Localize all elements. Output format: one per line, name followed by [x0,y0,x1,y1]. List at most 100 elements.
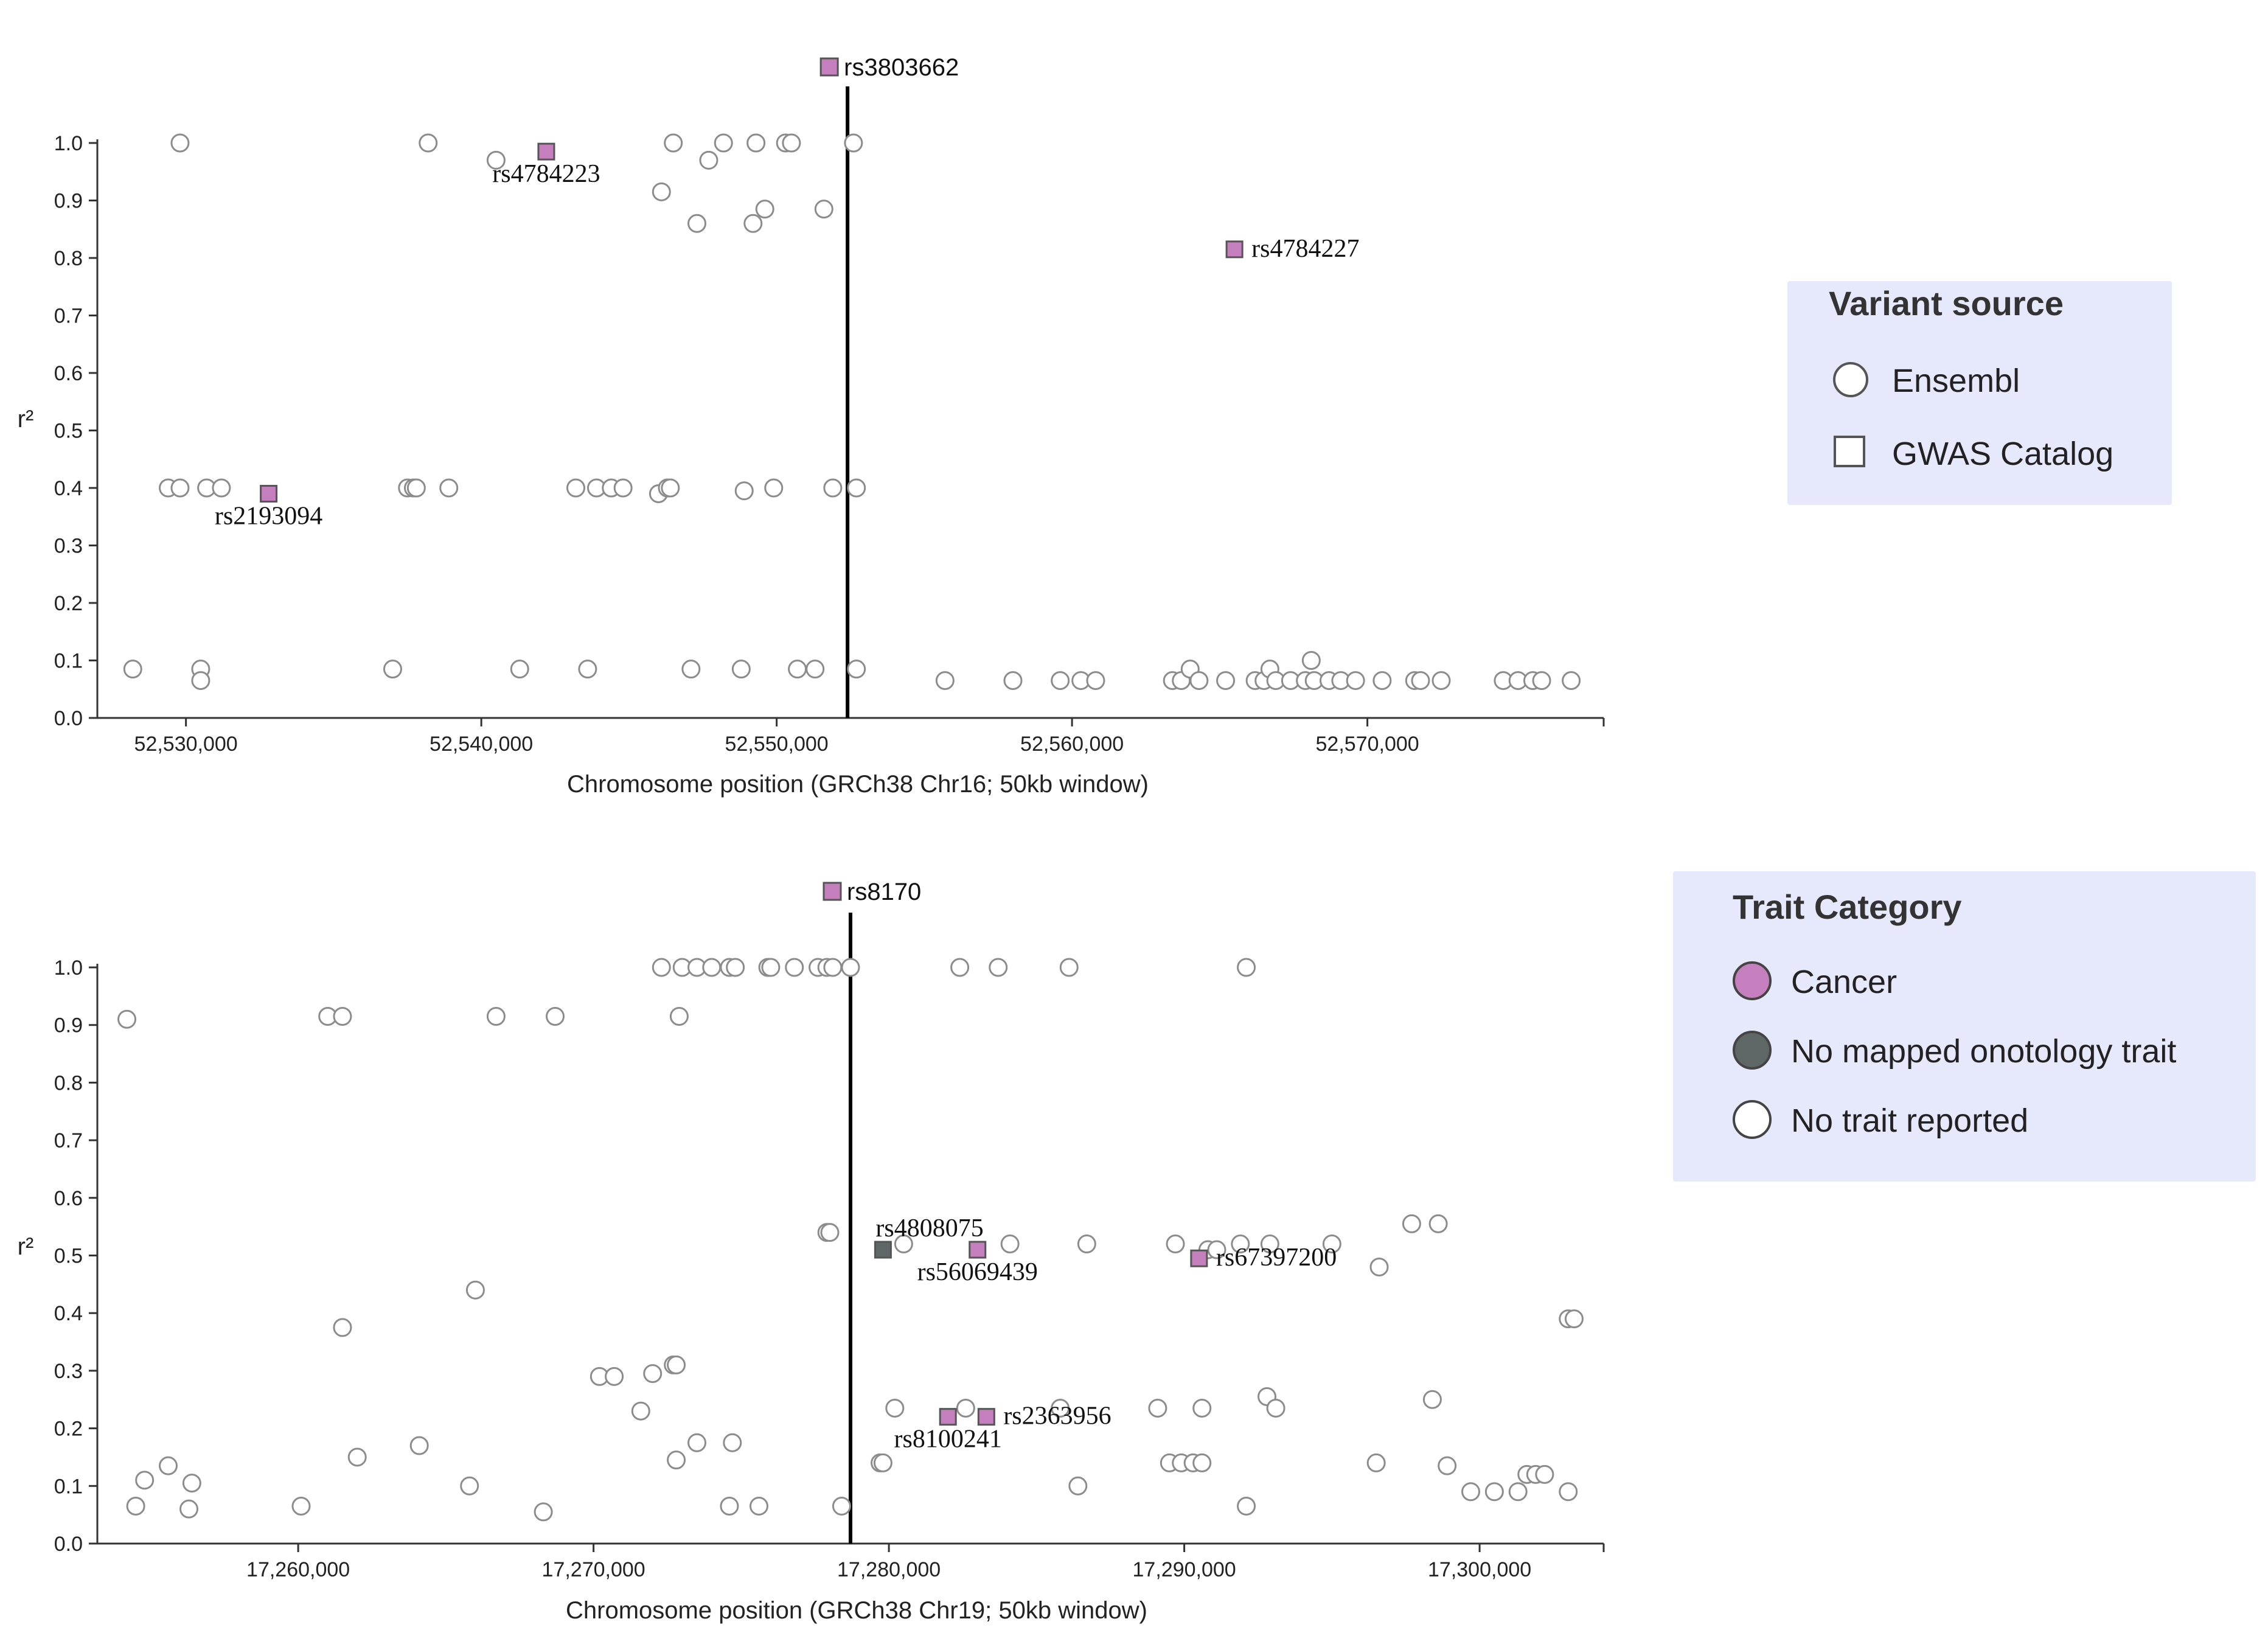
cancer-swatch-icon [1733,961,1772,1000]
x-tick-label: 52,540,000 [430,733,533,756]
gwas-variant-label: rs2363956 [1003,1402,1111,1430]
y-tick-label: 0.2 [54,1418,83,1441]
ensembl-variant-point [731,660,751,679]
x-tick-label: 17,280,000 [837,1558,941,1581]
ensembl-variant-point [486,150,506,170]
y-axis-label: r² [18,1233,34,1260]
y-axis-label: r² [18,406,34,433]
ensembl-variant-point [1059,958,1079,977]
ensembl-variant-point [439,478,459,498]
ensembl-variant-point [383,660,402,679]
ensembl-variant-point [823,958,843,977]
y-tick-label: 0.7 [54,1129,83,1152]
ensembl-variant-point [347,1447,367,1467]
ensembl-variant-point [1051,671,1070,691]
legend-item-no-trait: No trait reported [1791,1102,2028,1139]
ensembl-variant-point [667,1355,686,1374]
ensembl-variant-point [460,1476,479,1496]
y-tick-label: 0.4 [54,477,83,500]
ensembl-variant-point [814,200,833,219]
y-tick-label: 0.5 [54,420,83,443]
y-tick-label: 0.5 [54,1245,83,1268]
ensembl-variant-point [1301,651,1321,670]
ensembl-variant-point [785,958,804,977]
gwas-variant-label: rs4784223 [492,160,600,188]
ensembl-variant-point [1077,1234,1096,1254]
gwas-catalog-square-icon [1834,436,1865,467]
ensembl-variant-point [764,478,784,498]
y-tick-label: 0.2 [54,592,83,615]
ensembl-variant-point [1535,1464,1554,1484]
ensembl-variant-point [720,1496,739,1516]
lead-snp-label: rs3803662 [844,54,959,81]
ensembl-variant-point [465,1280,485,1300]
ensembl-variant-point [956,1398,975,1418]
ensembl-variant-point [1484,1482,1504,1502]
ensembl-variant-point [1192,1398,1212,1418]
ensembl-variant-point [652,182,671,201]
ensembl-variant-point [191,671,210,691]
ensembl-variant-point [1216,671,1236,691]
ensembl-variant-point [661,478,680,498]
y-tick-label: 0.3 [54,535,83,558]
y-tick-label: 0.8 [54,247,83,270]
ensembl-variant-point [1346,671,1365,691]
gwas-variant-point [260,484,278,503]
ensembl-variant-point [1431,671,1451,691]
ensembl-variant-point [510,660,529,679]
ensembl-variant-point [643,1364,663,1384]
y-tick-label: 0.9 [54,1014,83,1037]
ensembl-variant-point [714,133,733,153]
ensembl-variant-point [546,1006,565,1026]
variant-source-legend: Variant source Ensembl GWAS Catalog [1787,281,2172,505]
gwas-variant-label: rs8100241 [894,1426,1002,1454]
ensembl-variant-point [170,133,190,153]
ensembl-variant-point [179,1499,199,1519]
x-tick-label: 52,550,000 [725,733,829,756]
y-tick-label: 0.0 [54,1533,83,1556]
ensembl-variant-point [333,1006,352,1026]
ensembl-variant-point [1564,1309,1584,1329]
y-tick-label: 0.6 [54,362,83,385]
ensembl-variant-point [669,1006,689,1026]
gwas-variant-point [1225,240,1244,259]
gwas-variant-point [874,1241,892,1259]
variant-source-legend-box [1787,281,2172,505]
ensembl-variant-point [935,671,955,691]
ensembl-variant-point [820,1223,840,1242]
ensembl-variant-point [1562,671,1581,691]
ensembl-variant-point [1148,1398,1167,1418]
ensembl-variant-point [723,1433,742,1452]
ensembl-variant-point [1366,1453,1386,1472]
ensembl-variant-point [687,214,707,233]
x-axis-label: Chromosome position (GRCh38 Chr16; 50kb … [567,771,1149,798]
trait-category-legend: Trait Category Cancer No mapped onotolog… [1673,871,2256,1182]
gwas-variant-label: rs2193094 [215,502,322,530]
ensembl-variant-point [1402,1214,1421,1233]
ensembl-variant-point [681,660,701,679]
ensembl-variant-point [805,660,825,679]
y-tick-label: 0.1 [54,650,83,673]
y-tick-label: 0.0 [54,707,83,730]
ensembl-variant-point [823,478,843,498]
ensembl-variant-point [1461,1482,1481,1502]
lead-snp-marker [823,882,842,901]
ensembl-variant-point [699,150,718,170]
ensembl-variant-point [755,200,774,219]
ensembl-variant-point [409,1436,429,1455]
ensembl-variant-point [1532,671,1551,691]
ensembl-variant-point [170,478,190,498]
ensembl-variant-point [1166,1234,1185,1254]
ensembl-variant-point [1428,1214,1448,1233]
ensembl-variant-point [847,478,866,498]
ensembl-variant-point [950,958,970,977]
trait-category-legend-box [1673,871,2256,1182]
ensembl-variant-point [782,133,801,153]
ensembl-variant-point [1422,1390,1442,1409]
y-tick-label: 0.4 [54,1302,83,1325]
legend-item-ensembl: Ensembl [1892,363,2020,399]
ensembl-variant-point [1260,1234,1279,1254]
ensembl-variant-point [1266,1398,1285,1418]
ensembl-variant-point [566,478,585,498]
